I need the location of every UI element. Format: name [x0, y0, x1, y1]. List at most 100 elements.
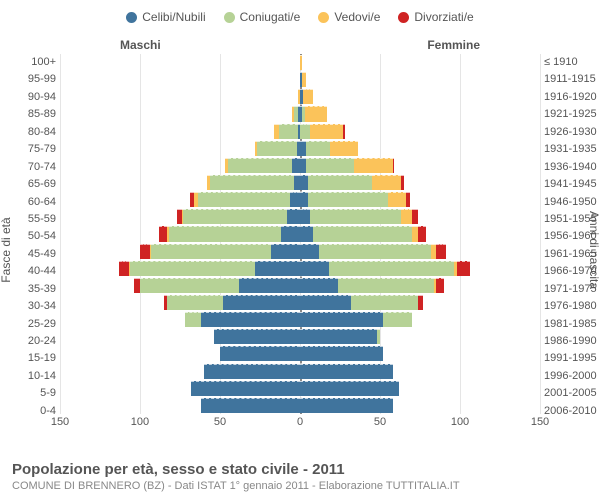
- birth-tick: 1976-1980: [544, 301, 600, 312]
- table-row: [60, 225, 540, 242]
- age-tick: 85-89: [0, 109, 56, 120]
- age-tick: 75-79: [0, 144, 56, 155]
- bar-segment: [300, 175, 308, 190]
- legend-item: Divorziati/e: [398, 10, 473, 24]
- bar-segment: [401, 175, 404, 190]
- age-tick: 15-19: [0, 353, 56, 364]
- bar-segment: [418, 226, 426, 241]
- bar-segment: [406, 192, 411, 207]
- bar-segment: [204, 364, 300, 379]
- birth-tick: 1946-1950: [544, 197, 600, 208]
- male-bar: [60, 277, 300, 294]
- legend: Celibi/NubiliConiugati/eVedovi/eDivorzia…: [0, 0, 600, 28]
- bar-segment: [436, 278, 444, 293]
- bar-segment: [183, 209, 287, 224]
- bar-segment: [300, 55, 302, 70]
- bar-segment: [279, 124, 298, 139]
- birth-tick: 1941-1945: [544, 179, 600, 190]
- bar-segment: [300, 364, 393, 379]
- bar-segment: [300, 295, 351, 310]
- female-bar: [300, 157, 540, 174]
- age-axis: 100+95-9990-9485-8980-8475-7970-7465-696…: [0, 54, 56, 414]
- female-bar: [300, 54, 540, 71]
- bar-segment: [191, 381, 300, 396]
- legend-item: Vedovi/e: [318, 10, 380, 24]
- birth-tick: 1951-1955: [544, 214, 600, 225]
- male-bar: [60, 140, 300, 157]
- female-bar: [300, 71, 540, 88]
- bar-segment: [239, 278, 300, 293]
- pyramid-chart: Celibi/NubiliConiugati/eVedovi/eDivorzia…: [0, 0, 600, 500]
- male-bar: [60, 311, 300, 328]
- female-bar: [300, 380, 540, 397]
- legend-label: Vedovi/e: [334, 10, 380, 24]
- table-row: [60, 105, 540, 122]
- birth-tick: 1986-1990: [544, 336, 600, 347]
- female-bar: [300, 191, 540, 208]
- age-tick: 60-64: [0, 197, 56, 208]
- female-bar: [300, 345, 540, 362]
- legend-swatch: [126, 12, 137, 23]
- female-bar: [300, 294, 540, 311]
- x-tick: 50: [374, 416, 386, 428]
- x-tick: 150: [51, 416, 69, 428]
- bar-segment: [354, 158, 392, 173]
- bar-segment: [169, 226, 281, 241]
- male-bar: [60, 294, 300, 311]
- age-tick: 65-69: [0, 179, 56, 190]
- bar-segment: [201, 312, 300, 327]
- birth-tick: 1966-1970: [544, 266, 600, 277]
- legend-swatch: [318, 12, 329, 23]
- female-bar: [300, 123, 540, 140]
- birth-tick: 1981-1985: [544, 319, 600, 330]
- bar-segment: [329, 261, 454, 276]
- bar-segment: [300, 312, 383, 327]
- bar-segment: [220, 346, 300, 361]
- table-row: [60, 174, 540, 191]
- birth-tick: 2006-2010: [544, 406, 600, 417]
- bar-segment: [372, 175, 401, 190]
- bar-segment: [130, 261, 255, 276]
- bar-segment: [300, 192, 308, 207]
- legend-swatch: [224, 12, 235, 23]
- female-bar: [300, 174, 540, 191]
- age-tick: 90-94: [0, 92, 56, 103]
- female-bar: [300, 311, 540, 328]
- bar-segment: [300, 124, 310, 139]
- female-bar: [300, 363, 540, 380]
- bar-segment: [140, 244, 150, 259]
- bar-segment: [310, 124, 344, 139]
- bar-segment: [119, 261, 129, 276]
- age-tick: 35-39: [0, 284, 56, 295]
- bar-segment: [300, 381, 399, 396]
- bar-segment: [418, 295, 423, 310]
- table-row: [60, 243, 540, 260]
- caption-subtitle: COMUNE DI BRENNERO (BZ) - Dati ISTAT 1° …: [12, 480, 588, 492]
- gridline: [540, 54, 541, 414]
- male-bar: [60, 243, 300, 260]
- bar-segment: [167, 295, 223, 310]
- table-row: [60, 140, 540, 157]
- age-tick: 100+: [0, 57, 56, 68]
- male-bar: [60, 225, 300, 242]
- bar-segment: [300, 278, 338, 293]
- birth-tick: 1936-1940: [544, 162, 600, 173]
- bar-segment: [210, 175, 293, 190]
- male-label: Maschi: [120, 38, 161, 52]
- bar-segment: [290, 192, 300, 207]
- bar-segment: [377, 329, 380, 344]
- table-row: [60, 380, 540, 397]
- table-row: [60, 345, 540, 362]
- female-bar: [300, 105, 540, 122]
- x-tick: 0: [297, 416, 303, 428]
- birth-tick: 2001-2005: [544, 388, 600, 399]
- birth-axis: ≤ 19101911-19151916-19201921-19251926-19…: [544, 54, 600, 414]
- female-bar: [300, 88, 540, 105]
- bar-segment: [401, 209, 412, 224]
- bar-segment: [151, 244, 271, 259]
- female-bar: [300, 225, 540, 242]
- side-labels: Maschi Femmine: [0, 38, 600, 52]
- birth-tick: 1991-1995: [544, 353, 600, 364]
- female-bar: [300, 277, 540, 294]
- bar-segment: [308, 175, 372, 190]
